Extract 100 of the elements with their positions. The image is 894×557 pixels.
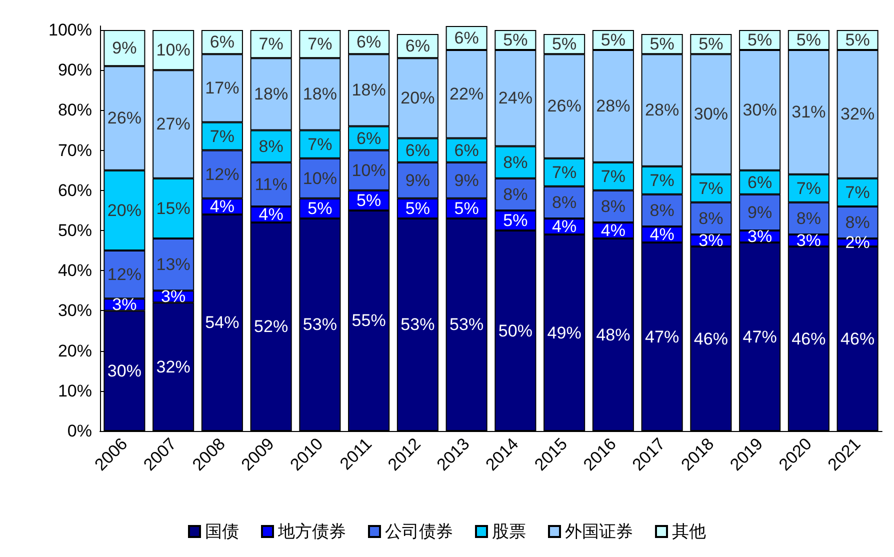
data-label: 3%	[698, 231, 724, 250]
data-label: 8%	[258, 136, 284, 156]
y-tick-label: 10%	[58, 381, 92, 400]
legend-label: 其他	[672, 522, 706, 541]
legend-label: 地方债券	[277, 522, 346, 541]
data-label: 5%	[503, 210, 528, 230]
data-label: 47%	[645, 327, 680, 346]
data-label: 30%	[742, 100, 777, 120]
data-label: 7%	[600, 166, 626, 186]
data-label: 12%	[205, 164, 240, 184]
data-label: 8%	[600, 196, 626, 216]
data-label: 6%	[405, 140, 430, 160]
data-label: 12%	[107, 265, 142, 284]
data-label: 8%	[503, 184, 528, 204]
data-label: 9%	[454, 170, 479, 190]
data-label: 3%	[161, 287, 186, 306]
data-label: 5%	[308, 198, 332, 218]
data-label: 13%	[156, 255, 190, 274]
data-label: 50%	[498, 321, 532, 340]
data-label: 8%	[698, 208, 724, 228]
data-label: 7%	[796, 178, 821, 198]
y-tick-label: 90%	[58, 60, 92, 80]
data-label: 5%	[698, 34, 724, 54]
data-label: 5%	[845, 30, 870, 50]
data-label: 54%	[205, 313, 240, 332]
y-tick-label: 80%	[58, 100, 92, 120]
data-label: 7%	[650, 170, 674, 190]
data-label: 18%	[352, 80, 386, 100]
data-label: 7%	[308, 134, 332, 154]
y-tick-label: 50%	[58, 221, 92, 240]
y-tick-label: 30%	[58, 301, 92, 320]
data-label: 5%	[503, 30, 528, 50]
data-label: 28%	[645, 100, 680, 120]
data-label: 8%	[552, 192, 577, 212]
data-label: 30%	[694, 104, 728, 124]
data-label: 49%	[547, 323, 582, 342]
data-label: 4%	[650, 225, 674, 244]
data-label: 28%	[596, 96, 630, 116]
data-label: 24%	[498, 88, 532, 108]
data-label: 5%	[748, 30, 772, 50]
data-label: 7%	[698, 178, 724, 198]
data-label: 8%	[796, 208, 821, 228]
data-label: 5%	[796, 30, 821, 50]
data-label: 10%	[156, 40, 190, 60]
data-label: 5%	[405, 198, 430, 218]
data-label: 3%	[796, 231, 821, 250]
data-label: 7%	[258, 34, 284, 54]
data-label: 27%	[156, 114, 190, 134]
data-label: 53%	[400, 315, 435, 334]
data-label: 6%	[454, 140, 479, 160]
y-tick-label: 0%	[67, 422, 92, 440]
data-label: 10%	[352, 160, 386, 180]
data-label: 9%	[112, 38, 137, 58]
data-label: 53%	[450, 315, 484, 334]
data-label: 46%	[694, 329, 728, 348]
data-label: 6%	[356, 128, 382, 148]
data-label: 7%	[552, 162, 577, 182]
data-label: 6%	[210, 32, 234, 52]
data-label: 32%	[840, 104, 875, 124]
data-label: 3%	[748, 227, 772, 246]
legend-label: 公司债券	[385, 522, 453, 541]
y-tick-label: 20%	[58, 341, 92, 360]
data-label: 7%	[210, 126, 234, 146]
legend-label: 股票	[492, 522, 526, 541]
data-label: 22%	[450, 84, 484, 104]
data-label: 5%	[650, 34, 674, 54]
data-label: 8%	[845, 212, 870, 232]
data-label: 55%	[352, 311, 386, 330]
data-label: 7%	[308, 34, 332, 54]
data-label: 7%	[845, 182, 870, 202]
data-label: 11%	[254, 174, 288, 194]
y-tick-label: 100%	[48, 20, 92, 40]
legend-label: 外国证券	[565, 522, 633, 541]
data-label: 15%	[156, 198, 190, 218]
data-label: 4%	[600, 221, 626, 240]
data-label: 48%	[596, 325, 630, 344]
data-label: 6%	[356, 32, 382, 52]
data-label: 8%	[503, 152, 528, 172]
data-label: 53%	[302, 315, 337, 334]
data-label: 3%	[112, 295, 137, 314]
y-tick-label: 70%	[58, 140, 92, 160]
y-tick-label: 60%	[58, 180, 92, 200]
data-label: 5%	[552, 34, 577, 54]
data-label: 4%	[552, 216, 577, 236]
data-label: 17%	[205, 78, 240, 98]
data-label: 6%	[748, 172, 772, 192]
data-label: 18%	[254, 84, 288, 104]
data-label: 52%	[254, 317, 288, 336]
data-label: 26%	[547, 96, 582, 116]
data-label: 46%	[840, 329, 875, 348]
data-label: 20%	[107, 200, 142, 220]
data-label: 6%	[454, 28, 479, 48]
data-label: 9%	[405, 170, 430, 190]
data-label: 5%	[454, 198, 479, 218]
data-label: 8%	[650, 200, 674, 220]
data-label: 26%	[107, 108, 142, 128]
data-label: 5%	[600, 30, 626, 50]
data-label: 9%	[748, 202, 772, 222]
data-label: 20%	[400, 88, 435, 108]
data-label: 30%	[107, 361, 142, 380]
